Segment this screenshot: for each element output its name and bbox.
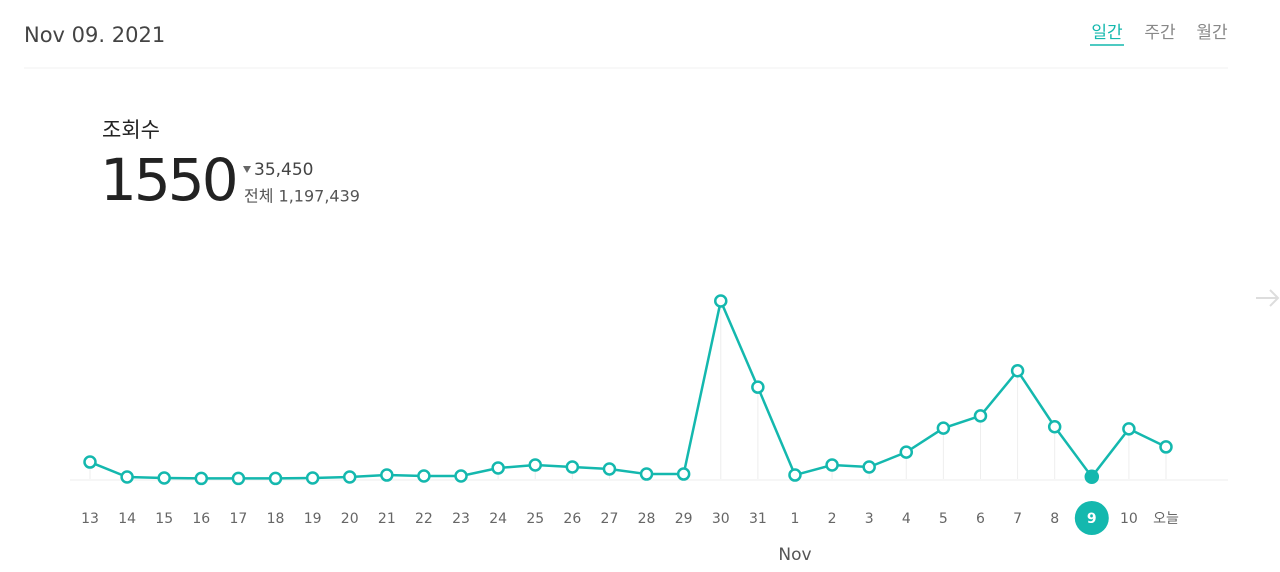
point: [454, 469, 468, 483]
x-tick-label[interactable]: 23: [452, 511, 470, 527]
point: [194, 471, 209, 486]
tab[interactable]: 월간: [1196, 23, 1228, 43]
x-tick-label[interactable]: 17: [229, 511, 247, 527]
point: [973, 409, 988, 423]
point: [1159, 440, 1173, 454]
tab[interactable]: 주간: [1144, 23, 1176, 43]
stat-total: 전체 1,197,439: [244, 187, 360, 206]
x-tick-label[interactable]: 5: [939, 511, 948, 527]
point: [157, 471, 171, 485]
point: [417, 469, 431, 483]
x-tick-label[interactable]: 22: [415, 511, 433, 527]
next-arrow[interactable]: [1256, 289, 1280, 307]
point: [1084, 469, 1100, 485]
point: [676, 467, 691, 481]
x-tick-label[interactable]: 18: [267, 511, 285, 527]
x-tick-label[interactable]: 14: [118, 511, 136, 527]
x-tick-label[interactable]: 오늘: [1153, 511, 1179, 527]
tab[interactable]: 일간: [1091, 23, 1123, 43]
x-tick-label[interactable]: 13: [81, 511, 99, 527]
x-tick-label[interactable]: 25: [526, 511, 544, 527]
point: [899, 445, 914, 459]
x-tick-label[interactable]: 8: [1050, 511, 1059, 527]
x-tick-label[interactable]: 2: [828, 511, 837, 527]
point: [565, 460, 580, 474]
point: [788, 468, 802, 482]
date-title: Nov 09. 2021: [24, 23, 165, 47]
x-tick-label[interactable]: 10: [1120, 511, 1138, 527]
line: [89, 296, 1167, 480]
x-tick-label[interactable]: 3: [865, 511, 874, 527]
x-tick-label[interactable]: 1: [791, 511, 800, 527]
point: [528, 458, 542, 472]
stat-change: 35,450: [254, 160, 313, 180]
point: [231, 471, 246, 486]
point: [1047, 419, 1062, 434]
x-tick-label[interactable]: 6: [976, 511, 985, 527]
point: [1122, 422, 1136, 436]
x-tick-label[interactable]: 16: [192, 511, 210, 527]
point: [380, 468, 394, 482]
point: [936, 421, 951, 435]
point: [83, 455, 97, 469]
x-tick-label[interactable]: 30: [712, 511, 730, 527]
point: [751, 380, 765, 394]
x-tick-label[interactable]: 28: [638, 511, 656, 527]
point: [714, 294, 728, 308]
x-tick-label[interactable]: 7: [1013, 511, 1022, 527]
x-tick-label[interactable]: 26: [563, 511, 581, 527]
point: [825, 458, 839, 472]
selected-day: [1074, 501, 1109, 535]
x-tick-label[interactable]: 24: [489, 511, 507, 527]
point: [491, 461, 505, 475]
x-tick-label[interactable]: 4: [902, 511, 911, 527]
x-tick-label[interactable]: 27: [601, 511, 619, 527]
point: [342, 470, 357, 484]
x-tick-label[interactable]: 29: [675, 511, 693, 527]
stat-label: 조회수: [102, 118, 160, 142]
point: [268, 471, 283, 486]
month-label: Nov: [778, 545, 811, 565]
down-icon: [243, 166, 251, 173]
x-tick-label[interactable]: 21: [378, 511, 396, 527]
x-tick-label[interactable]: 15: [155, 511, 173, 527]
x-tick-label[interactable]: 31: [749, 511, 767, 527]
stat-value: 1550: [100, 146, 236, 214]
x-tick-label[interactable]: 19: [304, 511, 322, 527]
x-tick-label[interactable]: 20: [341, 511, 359, 527]
point: [305, 471, 320, 485]
point: [1010, 364, 1025, 378]
point: [120, 470, 134, 484]
point: [639, 467, 654, 481]
point: [602, 462, 617, 476]
x-tick-label[interactable]: 9: [1087, 511, 1097, 527]
point: [862, 460, 876, 474]
